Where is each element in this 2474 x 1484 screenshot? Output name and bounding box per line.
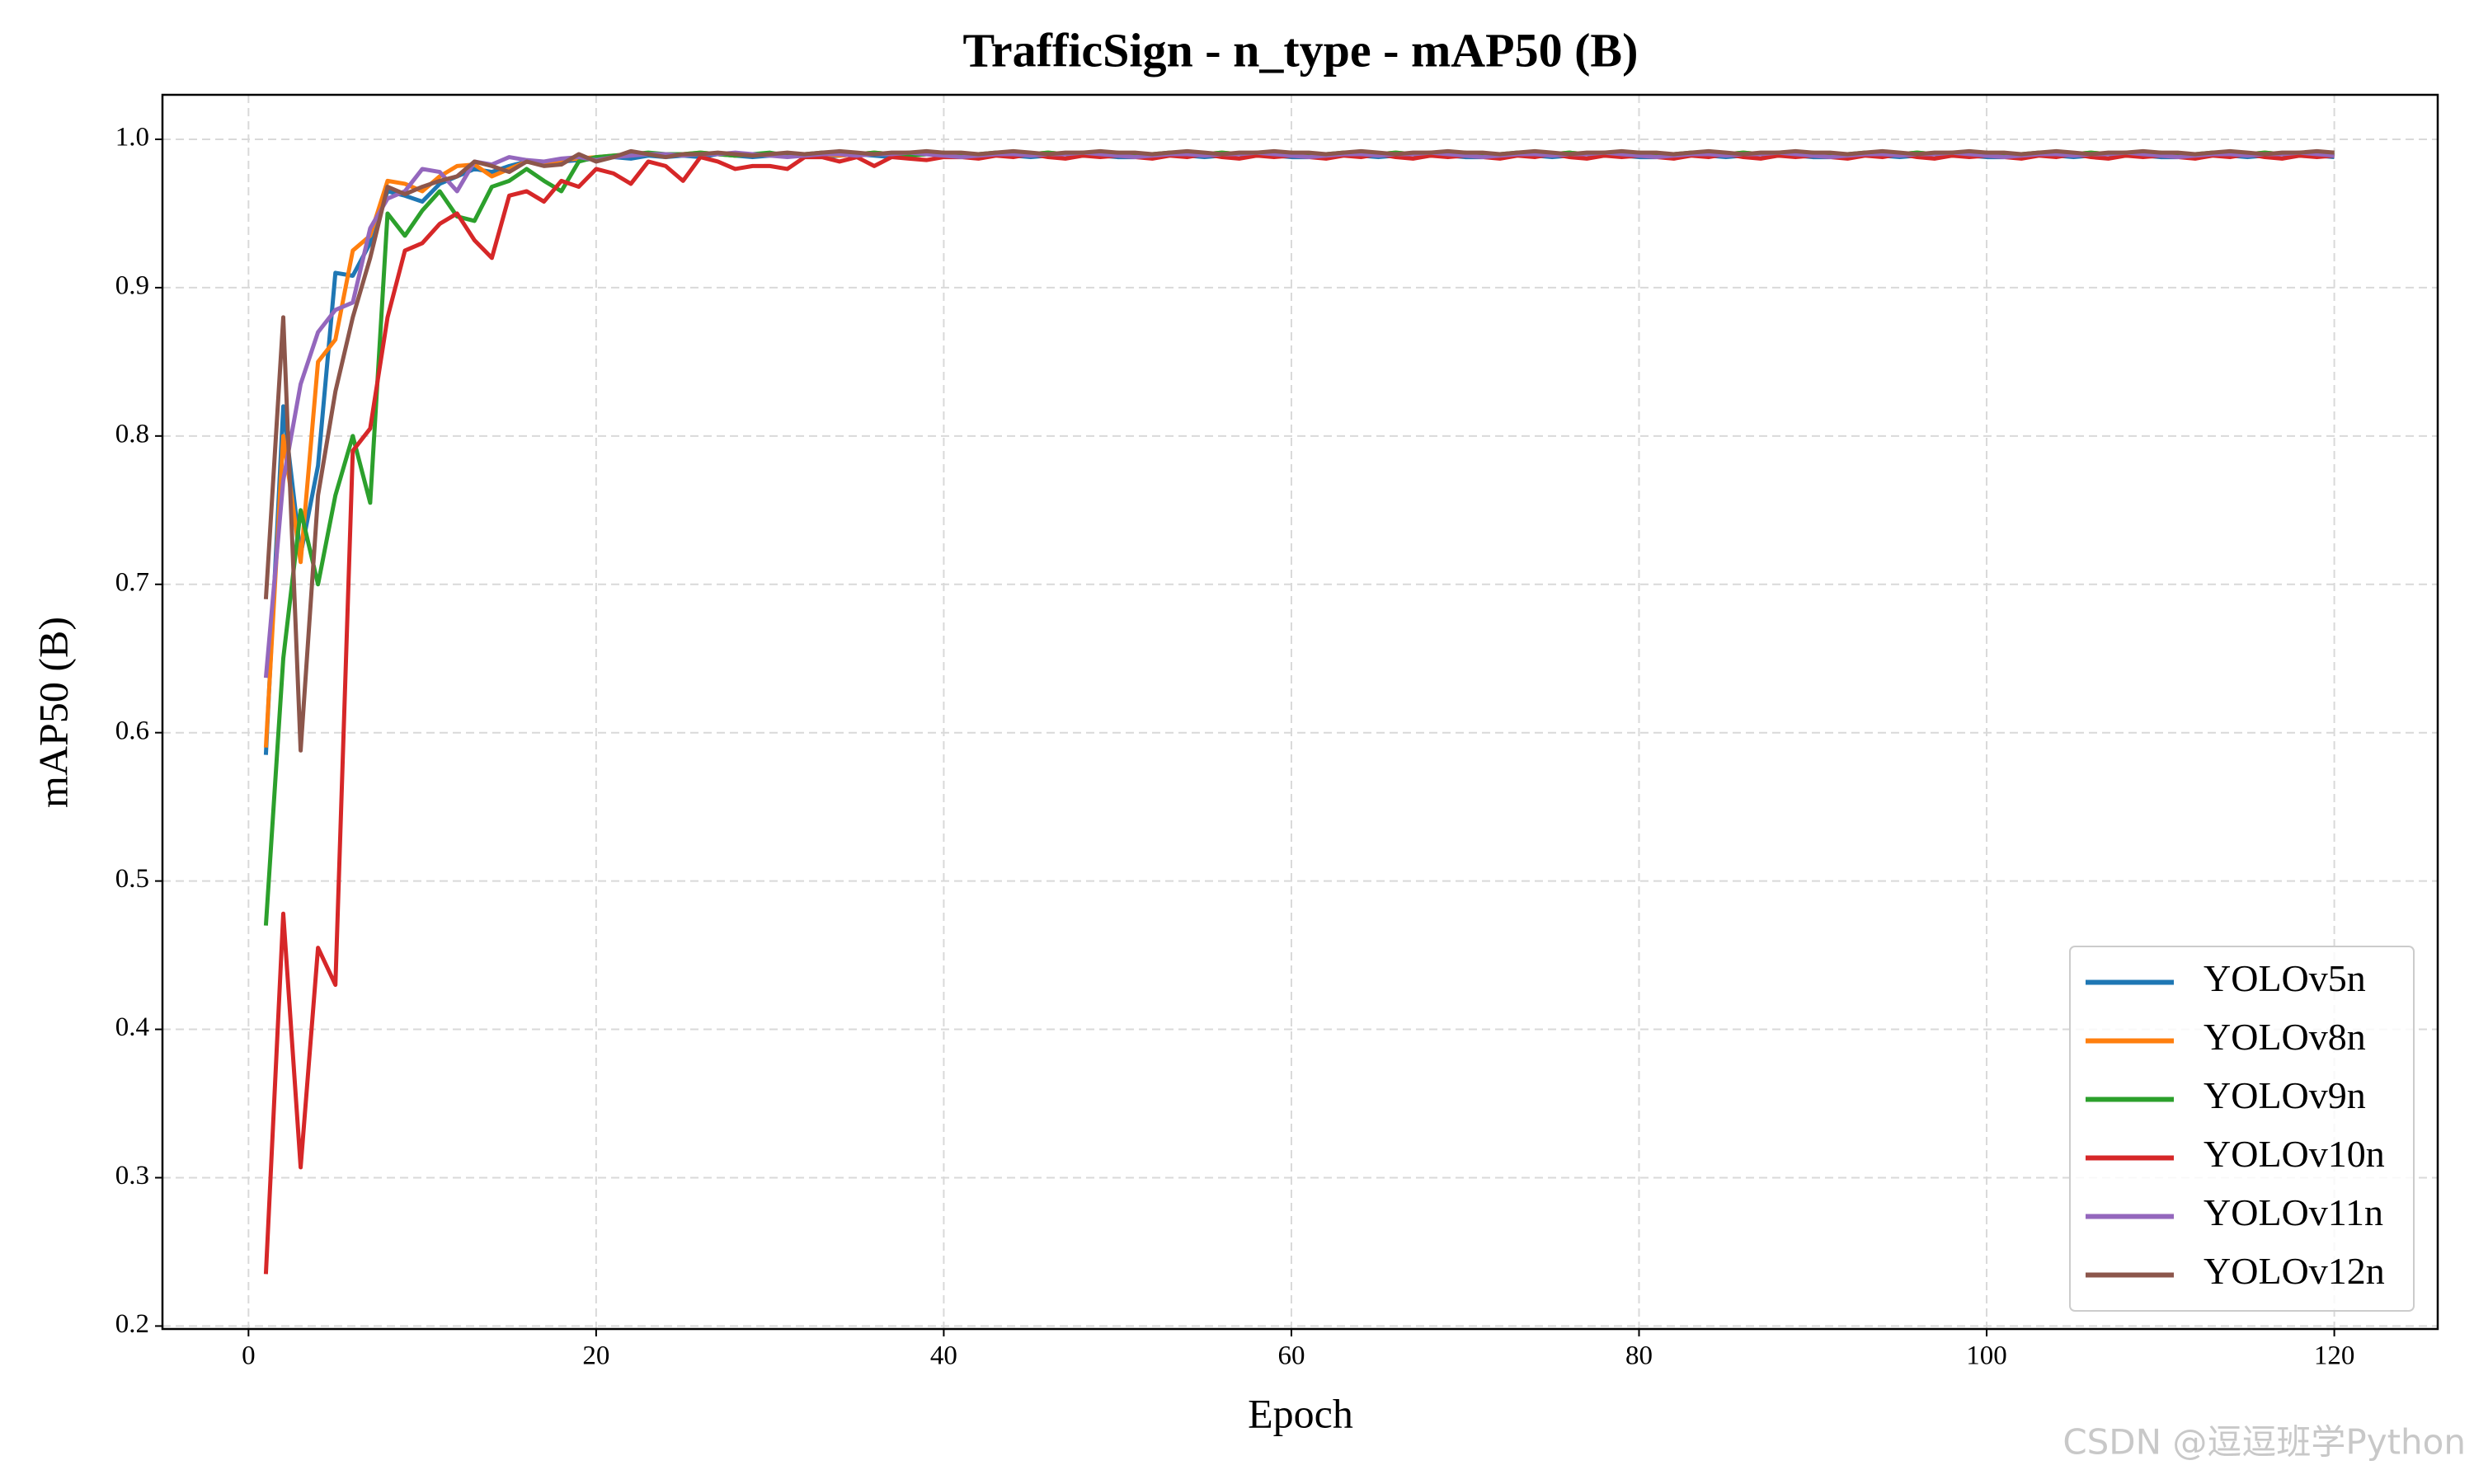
x-tick-label: 120 [2314,1341,2355,1371]
y-tick-label: 0.5 [115,864,149,894]
y-tick-label: 1.0 [115,123,149,153]
legend-box [2069,946,2415,1312]
y-tick-label: 0.4 [115,1012,149,1042]
y-tick-label: 0.3 [115,1161,149,1190]
x-tick-label: 100 [1966,1341,2007,1371]
plot-frame [161,93,2439,1331]
x-tick-label: 40 [930,1341,957,1371]
legend: YOLOv5n YOLOv8n YOLOv9n YOLOv10n YOLOv11n YOL… [2069,946,2415,1312]
y-tick-label: 0.9 [115,270,149,300]
x-tick-label: 0 [242,1341,256,1371]
legend-label: YOLOv12n [2204,1250,2385,1292]
y-tick-label: 0.6 [115,716,149,745]
y-tick-label: 0.2 [115,1309,149,1339]
x-tick-label: 60 [1277,1341,1305,1371]
watermark: CSDN @逗逗班学Python [2062,1422,2466,1463]
legend-label: YOLOv10n [2204,1133,2385,1175]
legend-label: YOLOv5n [2204,957,2366,999]
chart-title: TrafficSign - n_type - mAP50 (B) [963,23,1639,77]
x-tick-label: 20 [582,1341,609,1371]
series-line [263,148,2335,753]
y-tick-label: 0.7 [115,567,149,597]
legend-label: YOLOv9n [2204,1074,2366,1116]
legend-label: YOLOv8n [2204,1016,2366,1058]
y-tick-label: 0.8 [115,419,149,448]
x-axis-label: Epoch [1248,1390,1353,1436]
legend-label: YOLOv11n [2204,1191,2383,1233]
y-axis-label: mAP50 (B) [30,617,76,808]
x-tick-label: 80 [1625,1341,1653,1371]
